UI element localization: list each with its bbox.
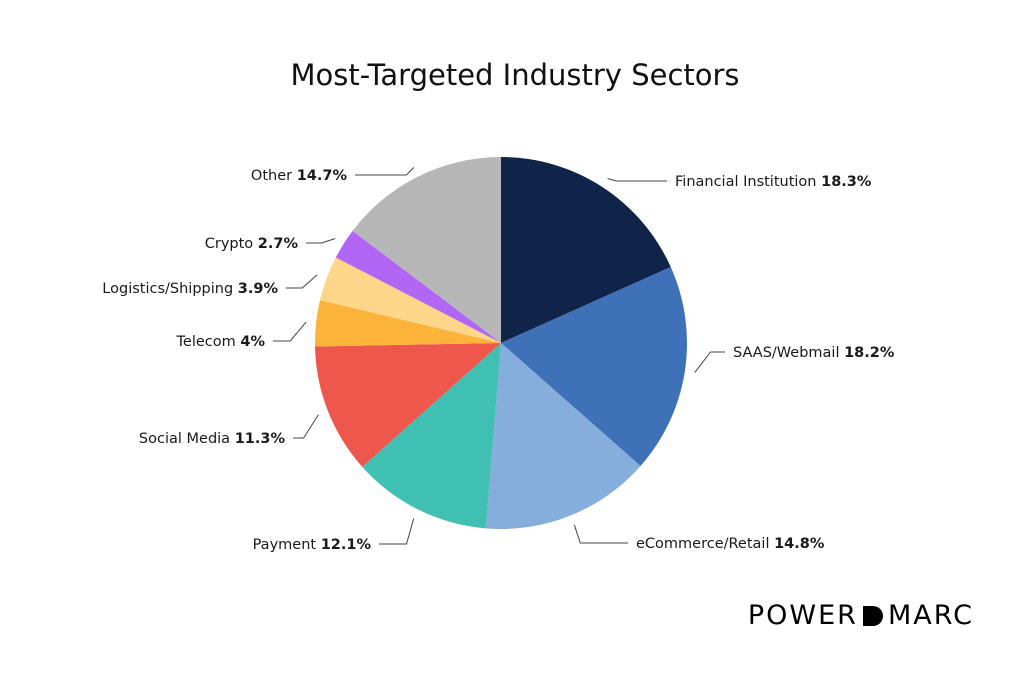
slice-label-value: 2.7% [258,236,299,252]
slice-label: Other 14.7% [251,168,348,184]
slice-label: Telecom 4% [176,334,266,350]
slice-label-name: SAAS/Webmail [733,345,844,361]
pie-slices [314,157,687,530]
slice-label-value: 18.3% [821,174,872,190]
pie-slice-crypto [335,230,501,343]
leader-line [607,178,667,182]
pie-slice-financial-institution [501,157,671,343]
slice-label-name: Other [251,168,297,184]
pie-slice-saas-webmail [501,266,687,466]
slice-label: Crypto 2.7% [205,236,299,252]
chart-title: Most-Targeted Industry Sectors [290,58,740,92]
slice-label-value: 4% [240,334,265,350]
slice-label-value: 3.9% [238,281,279,297]
slice-label-name: Payment [253,537,321,553]
powerdmarc-logo: POWER MARC [748,600,974,631]
slice-label-value: 12.1% [321,537,372,553]
slice-label-value: 14.7% [297,168,348,184]
leader-line [379,518,415,545]
slice-label-value: 18.2% [844,345,895,361]
slice-label: Social Media 11.3% [139,431,286,447]
slice-label: Logistics/Shipping 3.9% [102,281,278,297]
pie-slice-telecom [314,300,501,347]
pie-slice-social-media [315,343,501,467]
pie-slice-logistics-shipping [320,257,501,343]
slice-label-value: 14.8% [774,536,825,552]
leader-line [573,524,628,544]
logo-text-left: POWER [747,600,858,631]
slice-label: eCommerce/Retail 14.8% [636,536,825,552]
slice-label-name: Social Media [139,431,235,447]
slice-label-value: 11.3% [235,431,286,447]
pie-slice-payment [362,343,501,529]
slice-label-name: eCommerce/Retail [636,536,774,552]
leader-line [273,321,307,342]
leader-line [355,167,415,176]
leader-line [694,351,725,373]
slice-label-name: Telecom [176,334,241,350]
logo-text-right: MARC [887,600,974,631]
slice-labels: Financial Institution 18.3% SAAS/Webmail … [102,167,895,553]
logo-d-mark [862,605,883,626]
slice-label-name: Logistics/Shipping [102,281,237,297]
pie-slice-other [352,157,501,343]
slice-label-name: Crypto [205,236,258,252]
pie-slice-ecommerce-retail [485,343,641,530]
slice-label-name: Financial Institution [675,174,821,190]
leader-line [286,274,318,289]
leader-line [306,238,336,244]
slice-label: Financial Institution 18.3% [675,174,872,190]
slice-label: SAAS/Webmail 18.2% [733,345,895,361]
slice-label: Payment 12.1% [253,537,372,553]
leader-line [293,414,319,439]
